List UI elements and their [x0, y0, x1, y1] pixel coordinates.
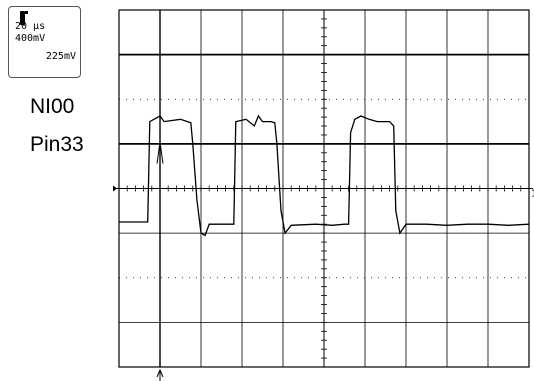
trigger-position-arrow [156, 142, 164, 164]
trigger-bottom-arrow [156, 368, 164, 381]
scope-readout-box: 20 μs 400mV 225mV [8, 6, 81, 78]
channel-marker-icon: 1 [531, 189, 534, 200]
volts-per-div-readout: 400mV [15, 33, 46, 44]
channel-name-label: NI00 [30, 95, 75, 118]
timebase-readout: 20 μs [15, 21, 46, 32]
scope-graticule [115, 9, 533, 368]
trigger-marker-icon [20, 11, 28, 25]
pin-name-label: Pin33 [30, 133, 84, 156]
signal-trace [119, 114, 530, 237]
ground-marker-icon [113, 185, 117, 192]
scope-markers: 1 [113, 10, 534, 381]
trigger-level-readout: 225mV [45, 51, 76, 62]
